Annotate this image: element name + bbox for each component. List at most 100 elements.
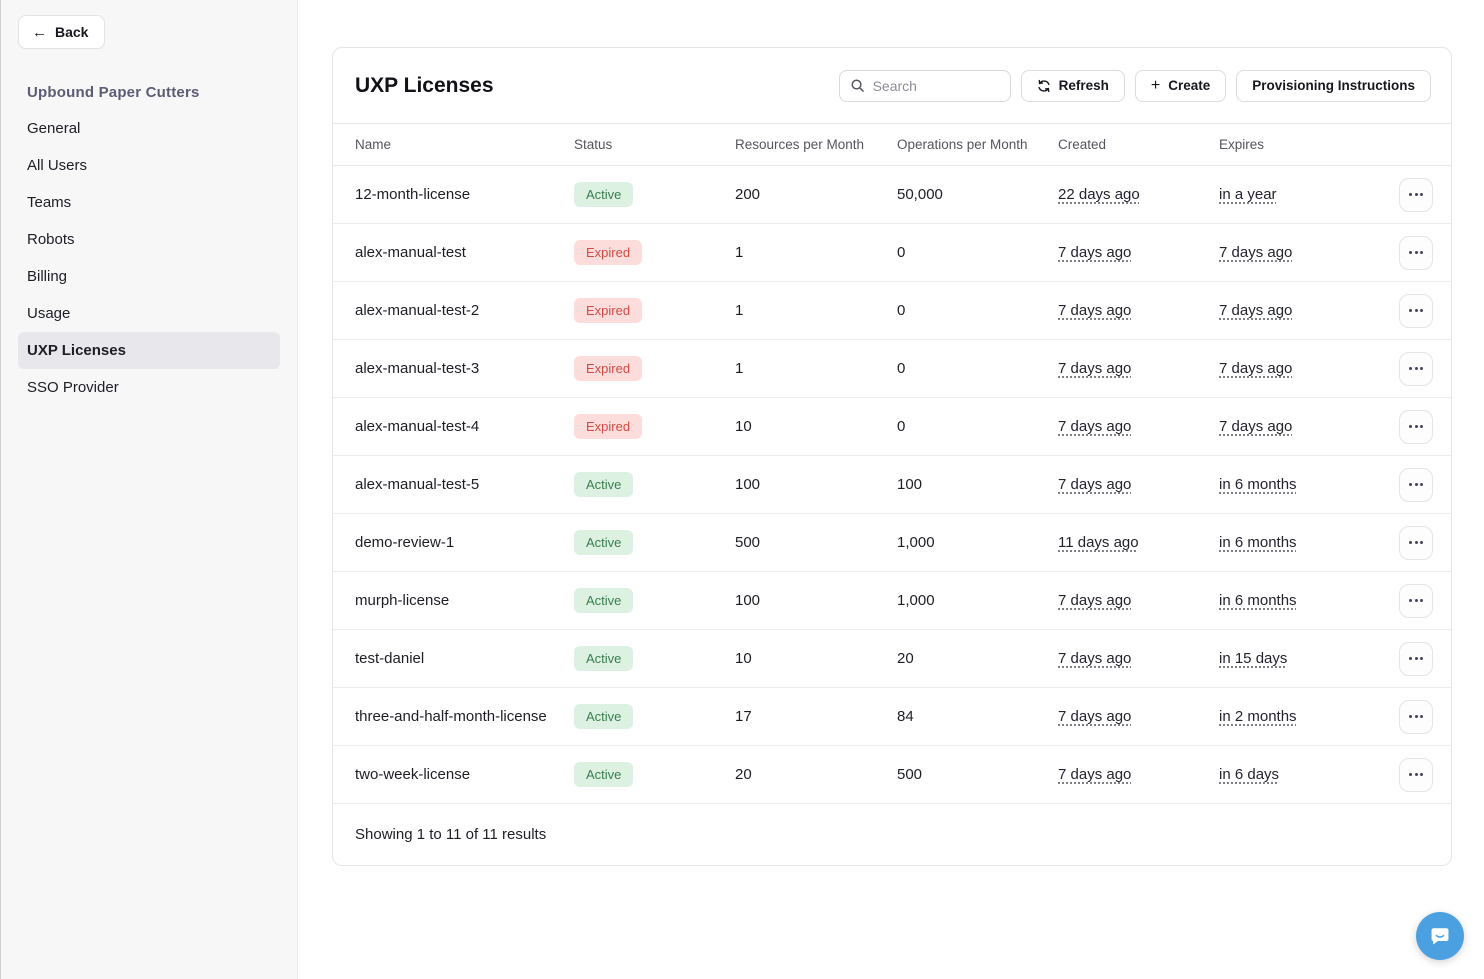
expires-date[interactable]: in 6 months [1219,476,1297,493]
license-name: alex-manual-test-4 [355,418,480,435]
create-button[interactable]: + Create [1134,69,1227,102]
refresh-button-label: Refresh [1058,78,1109,93]
table-row: alex-manual-test-2 Expired 1 0 7 days ag… [333,282,1451,340]
sidebar-item-billing[interactable]: Billing [18,258,280,295]
column-header-created: Created [1058,137,1107,152]
row-menu-button[interactable] [1399,525,1433,560]
resources-per-month: 10 [735,418,752,435]
table-row: alex-manual-test Expired 1 0 7 days ago … [333,224,1451,282]
chat-launcher-button[interactable] [1416,912,1464,960]
created-date[interactable]: 7 days ago [1058,418,1132,435]
back-arrow-icon: ← [32,23,47,41]
status-badge: Active [574,762,634,787]
expires-date[interactable]: 7 days ago [1219,418,1293,435]
expires-date[interactable]: in 15 days [1219,650,1288,667]
created-date[interactable]: 7 days ago [1058,708,1132,725]
row-menu-button[interactable] [1399,467,1433,502]
sidebar-item-label: General [27,120,81,137]
table-header-row: Name Status Resources per Month Operatio… [333,123,1451,166]
license-name: alex-manual-test-3 [355,360,480,377]
sidebar-item-label: Usage [27,305,71,322]
row-menu-button[interactable] [1399,757,1433,792]
ellipsis-icon [1409,657,1412,660]
sidebar-nav: General All Users Teams Robots Billing U… [18,110,280,406]
row-menu-button[interactable] [1399,351,1433,386]
ellipsis-icon [1409,309,1412,312]
sidebar: ← Back Upbound Paper Cutters General All… [0,0,298,979]
created-date[interactable]: 7 days ago [1058,360,1132,377]
column-header-resources: Resources per Month [735,137,865,152]
expires-date[interactable]: 7 days ago [1219,302,1293,319]
resources-per-month: 100 [735,476,761,493]
created-date[interactable]: 7 days ago [1058,592,1132,609]
column-header-name: Name [355,137,392,152]
created-date[interactable]: 22 days ago [1058,186,1140,203]
org-name: Upbound Paper Cutters [27,84,200,101]
created-date[interactable]: 11 days ago [1058,534,1139,551]
table-row: murph-license Active 100 1,000 7 days ag… [333,572,1451,630]
license-name: alex-manual-test [355,244,466,261]
resources-per-month: 1 [735,302,744,319]
status-badge: Expired [574,240,643,265]
table-body: 12-month-license Active 200 50,000 22 da… [333,166,1451,804]
header-controls: Refresh + Create Provisioning Instructio… [838,69,1431,102]
operations-per-month: 0 [897,302,906,319]
status-badge: Expired [574,298,643,323]
resources-per-month: 20 [735,766,752,783]
row-menu-button[interactable] [1399,235,1433,270]
resources-per-month: 100 [735,592,761,609]
row-menu-button[interactable] [1399,699,1433,734]
license-name: 12-month-license [355,186,471,203]
operations-per-month: 0 [897,244,906,261]
created-date[interactable]: 7 days ago [1058,476,1132,493]
refresh-button[interactable]: Refresh [1020,69,1125,102]
expires-date[interactable]: 7 days ago [1219,244,1293,261]
row-menu-button[interactable] [1399,293,1433,328]
row-menu-button[interactable] [1399,177,1433,212]
row-menu-button[interactable] [1399,583,1433,618]
expires-date[interactable]: in a year [1219,186,1277,203]
chat-icon [1431,928,1449,945]
created-date[interactable]: 7 days ago [1058,244,1132,261]
operations-per-month: 20 [897,650,914,667]
created-date[interactable]: 7 days ago [1058,766,1132,783]
operations-per-month: 0 [897,418,906,435]
page-title: UXP Licenses [355,73,494,97]
main-content: UXP Licenses Refresh [298,0,1484,979]
row-menu-button[interactable] [1399,641,1433,676]
sidebar-item-all-users[interactable]: All Users [18,147,280,184]
license-name: demo-review-1 [355,534,455,551]
resources-per-month: 200 [735,186,761,203]
expires-date[interactable]: in 6 days [1219,766,1280,783]
create-button-label: Create [1168,78,1211,93]
search-box [838,69,1011,102]
search-input[interactable] [872,77,1000,94]
operations-per-month: 1,000 [897,534,935,551]
sidebar-item-uxp-licenses[interactable]: UXP Licenses [18,332,280,369]
operations-per-month: 100 [897,476,923,493]
provisioning-instructions-label: Provisioning Instructions [1252,78,1415,93]
results-count: Showing 1 to 11 of 11 results [355,826,547,843]
table-row: alex-manual-test-4 Expired 10 0 7 days a… [333,398,1451,456]
sidebar-item-label: UXP Licenses [27,342,126,359]
back-button[interactable]: ← Back [18,15,106,49]
operations-per-month: 84 [897,708,914,725]
row-menu-button[interactable] [1399,409,1433,444]
sidebar-item-general[interactable]: General [18,110,280,147]
resources-per-month: 1 [735,244,744,261]
created-date[interactable]: 7 days ago [1058,302,1132,319]
expires-date[interactable]: in 6 months [1219,534,1297,551]
search-icon [851,79,864,92]
sidebar-item-sso-provider[interactable]: SSO Provider [18,369,280,406]
sidebar-item-usage[interactable]: Usage [18,295,280,332]
expires-date[interactable]: in 6 months [1219,592,1297,609]
ellipsis-icon [1409,773,1412,776]
sidebar-item-teams[interactable]: Teams [18,184,280,221]
created-date[interactable]: 7 days ago [1058,650,1132,667]
provisioning-instructions-button[interactable]: Provisioning Instructions [1236,69,1431,102]
expires-date[interactable]: in 2 months [1219,708,1297,725]
ellipsis-icon [1409,541,1412,544]
status-badge: Active [574,530,634,555]
sidebar-item-robots[interactable]: Robots [18,221,280,258]
expires-date[interactable]: 7 days ago [1219,360,1293,377]
